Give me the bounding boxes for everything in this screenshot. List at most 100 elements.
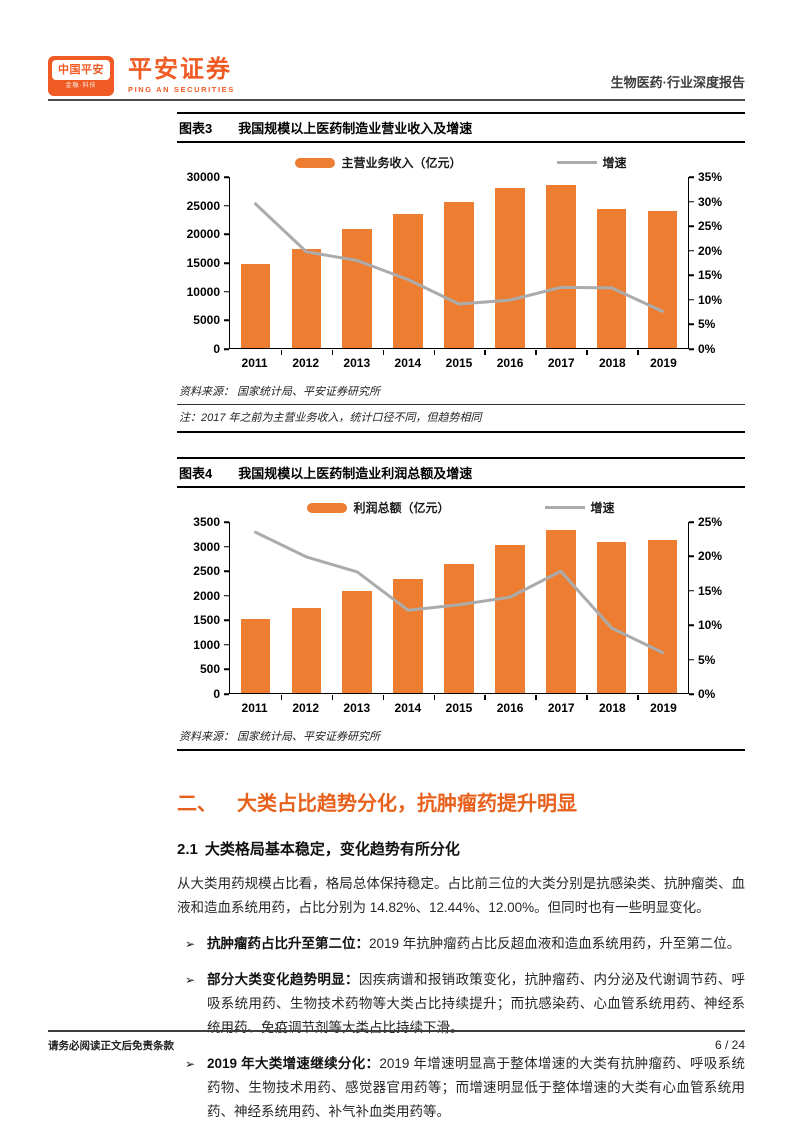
legend-item: 增速: [544, 499, 615, 516]
y-axis-label: 5%: [698, 652, 716, 667]
y-axis-label: 20000: [186, 227, 220, 242]
y-axis-label: 15000: [186, 256, 220, 270]
y-axis-label: 500: [199, 662, 220, 677]
x-axis-tick: [535, 694, 537, 700]
y-axis-label: 10000: [186, 284, 220, 299]
legend-line-swatch-icon: [544, 506, 585, 509]
bar-2012: [291, 607, 322, 693]
legend-bar-swatch-icon: [307, 502, 348, 513]
y-axis-tick: [224, 348, 229, 350]
y-axis-tick: [224, 693, 229, 695]
x-axis-label: 2011: [241, 356, 268, 370]
x-axis-tick: [280, 349, 283, 355]
x-axis-tick: [433, 694, 436, 700]
main-content: 图表3 我国规模以上医药制造业营业收入及增速 主营业务收入（亿元） 增速 0 5000 1…: [177, 112, 745, 1122]
figure4-label: 图表4: [179, 466, 213, 481]
y-axis-label: 30000: [186, 170, 220, 184]
y-axis-label: 2500: [193, 564, 220, 579]
y-axis-tick: [689, 658, 694, 661]
y-axis-tick: [224, 521, 229, 523]
x-axis-tick: [484, 349, 486, 355]
page-number: 6 / 24: [714, 1038, 745, 1052]
left-axis: 0 500 1000 1500 2000 2500 3000 3500: [177, 515, 229, 701]
x-axis-label: 2015: [445, 701, 473, 715]
left-axis: 0 5000 10000 15000 20000 25000 30000: [177, 170, 229, 356]
x-axis-tick: [382, 694, 385, 700]
y-axis-tick: [224, 619, 229, 622]
x-axis-tick: [331, 694, 334, 700]
x-axis-label: 2013: [343, 356, 371, 370]
legend-label: 利润总额（亿元）: [353, 501, 450, 515]
page-footer: 请务必阅读正文后免责条款 6 / 24: [48, 1038, 745, 1053]
x-axis-label: 2016: [496, 356, 524, 370]
figure3-note: 注：2017 年之前为主营业务收入，统计口径不同，但趋势相同: [177, 405, 745, 433]
y-axis-tick: [689, 590, 694, 592]
x-axis-label: 2019: [650, 356, 677, 370]
y-axis-label: 0%: [698, 342, 716, 356]
figure3-source: 资料来源： 国家统计局、平安证券研究所: [177, 379, 745, 405]
x-axis-label: 2014: [394, 356, 422, 370]
bullet-lead: 2019 年大类增速继续分化：: [207, 1056, 380, 1071]
chart-body: 0 500 1000 1500 2000 2500 3000 3500 0% 5% 10% 15% 20…: [177, 515, 745, 701]
section-heading-text: 大类占比趋势分化，抗肿瘤药提升明显: [237, 793, 577, 815]
y-axis-label: 20%: [698, 549, 723, 564]
y-axis-label: 0%: [698, 687, 716, 701]
bullet-text: 2019 年抗肿瘤药占比反超血液和造血系统用药，升至第二位。: [369, 936, 741, 951]
page-header: 中国平安 金融·科技 平安证券 PING AN SECURITIES 生物医药·…: [48, 56, 745, 98]
legend-item: 增速: [556, 154, 627, 171]
bullet-arrow-icon: ➢: [185, 1057, 196, 1071]
y-axis-label: 25%: [698, 515, 723, 529]
y-axis-label: 3500: [193, 515, 220, 529]
y-axis-label: 10%: [698, 292, 723, 307]
revenue-chart: 主营业务收入（亿元） 增速 0 5000 10000 15000 20000 25000 300…: [177, 154, 745, 370]
bar-2013: [342, 590, 372, 693]
x-axis-labels: 2011 2012 2013 2014 2015 2016 2017 2018 2019: [229, 356, 689, 370]
bar-2014: [393, 578, 423, 693]
y-axis-label: 5000: [193, 313, 220, 328]
brand-name-en: PING AN SECURITIES: [128, 85, 235, 94]
bullet-arrow-icon: ➢: [185, 937, 196, 951]
header-divider: [48, 99, 745, 101]
legend-item: 利润总额（亿元）: [307, 499, 450, 516]
section-number: 二、: [177, 793, 217, 815]
legend-item: 主营业务收入（亿元）: [295, 154, 462, 171]
bar-2019: [647, 540, 678, 693]
chart-body: 0 5000 10000 15000 20000 25000 30000 0% 5% 10% 15%…: [177, 170, 745, 356]
y-axis-tick: [224, 644, 229, 646]
x-axis-label: 2013: [343, 701, 371, 715]
x-axis-label: 2012: [292, 701, 320, 715]
chart-legend: 主营业务收入（亿元） 增速: [177, 154, 745, 171]
x-axis-tick: [535, 349, 537, 355]
x-axis-labels: 2011 2012 2013 2014 2015 2016 2017 2018 2019: [229, 701, 689, 715]
y-axis-label: 1500: [193, 613, 220, 628]
bullet-text: 2019 年增速明显高于整体增速的大类有抗肿瘤药、呼吸系统药物、生物技术用药、感…: [207, 1056, 745, 1119]
y-axis-tick: [689, 521, 694, 523]
x-axis-label: 2018: [598, 701, 626, 715]
x-axis-label: 2018: [598, 356, 626, 370]
figure3-label: 图表3: [179, 121, 213, 136]
y-axis-tick: [224, 204, 229, 207]
y-axis-tick: [689, 176, 694, 178]
bar-2012: [291, 249, 322, 348]
y-axis-tick: [689, 225, 694, 227]
figure4-source: 资料来源： 国家统计局、平安证券研究所: [177, 724, 745, 751]
y-axis-tick: [689, 249, 694, 252]
report-category: 生物医药·行业深度报告: [610, 75, 745, 90]
y-axis-label: 30%: [698, 194, 723, 209]
figure4-title: 我国规模以上医药制造业利润总额及增速: [238, 466, 473, 481]
y-axis-label: 35%: [698, 170, 723, 184]
x-axis-tick: [586, 694, 588, 700]
y-axis-label: 2000: [193, 588, 220, 603]
y-axis-label: 20%: [698, 243, 723, 258]
y-axis-label: 0: [213, 687, 220, 701]
y-axis-label: 25000: [186, 198, 220, 213]
x-axis-tick: [280, 694, 283, 700]
x-axis-label: 2016: [496, 701, 524, 715]
x-axis-tick: [331, 349, 334, 355]
x-axis-label: 2015: [445, 356, 473, 370]
bar-2017: [546, 529, 576, 693]
brand-name-cn: 平安证券: [128, 56, 232, 83]
y-axis-tick: [689, 348, 694, 350]
y-axis-tick: [224, 570, 229, 572]
x-axis: 2011 2012 2013 2014 2015 2016 2017 2018 2019: [177, 701, 745, 715]
